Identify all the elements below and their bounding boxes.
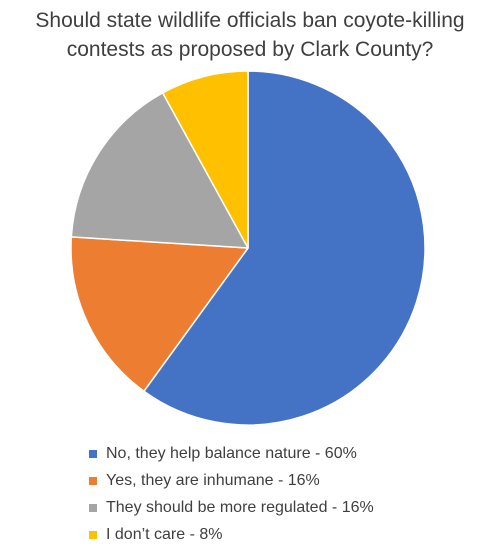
pie-slice-balance-nature [143, 70, 426, 426]
chart-title-line-1: Should state wildlife officials ban coyo… [35, 9, 465, 32]
legend-label: They should be more regulated - 16% [106, 498, 374, 516]
chart-title: Should state wildlife officials ban coyo… [0, 6, 500, 64]
legend-swatch [89, 449, 97, 458]
pie-slice-inhumane [70, 236, 249, 392]
pie-slice-more-regulated [70, 92, 249, 249]
chart-title-line-2: contests as proposed by Clark County? [66, 38, 434, 61]
legend-label: I don’t care - 8% [106, 525, 223, 543]
legend-swatch [89, 530, 97, 539]
legend-label: No, they help balance nature - 60% [106, 444, 357, 462]
legend-item-balance-nature: No, they help balance nature - 60% [89, 440, 489, 467]
pie-slice-dont-care [161, 70, 249, 249]
legend-swatch [89, 503, 97, 512]
legend-swatch [89, 476, 97, 485]
legend-item-more-regulated: They should be more regulated - 16% [89, 494, 489, 521]
chart-legend: No, they help balance nature - 60% Yes, … [89, 440, 489, 548]
legend-item-inhumane: Yes, they are inhumane - 16% [89, 467, 489, 494]
legend-item-dont-care: I don’t care - 8% [89, 521, 489, 548]
legend-label: Yes, they are inhumane - 16% [106, 471, 320, 489]
